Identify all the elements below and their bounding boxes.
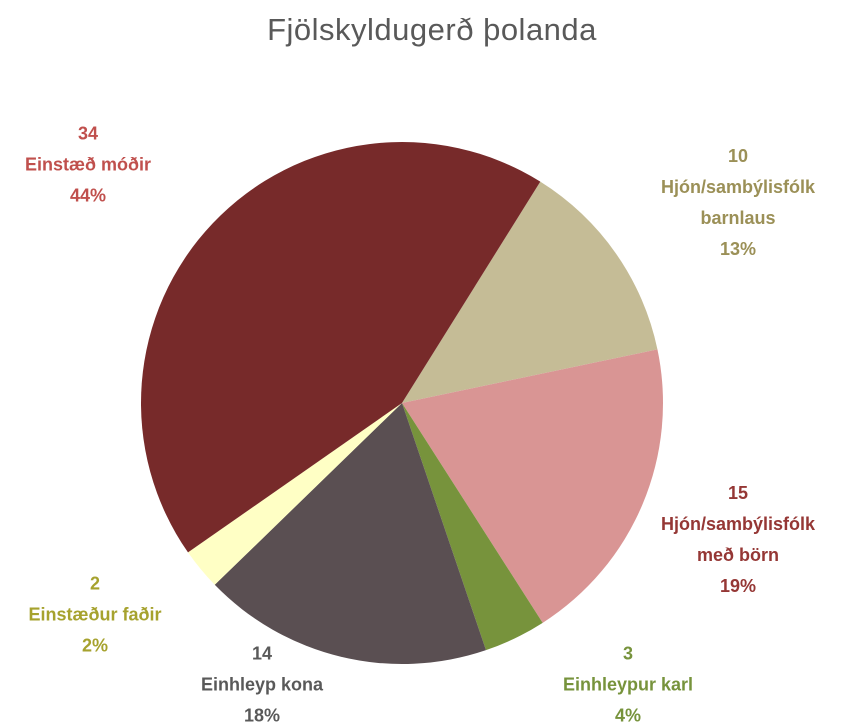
- data-label: 15 Hjón/sambýlisfólk með börn 19%: [653, 478, 823, 602]
- category-label: Einstæður faðir: [28, 604, 162, 625]
- value-label: 34: [77, 123, 99, 144]
- value-label: 3: [622, 643, 633, 664]
- percent-label: 44%: [69, 185, 107, 206]
- pie-slice: [141, 142, 541, 553]
- category-label: Einhleypur karl: [562, 674, 694, 695]
- pie-slice: [214, 403, 486, 664]
- data-label: 34 Einstæð móðir 44%: [0, 119, 188, 212]
- value-label: 14: [251, 643, 273, 664]
- category-label: Einstæð móðir: [24, 154, 151, 175]
- data-label: 14 Einhleyp kona 18%: [162, 639, 362, 726]
- category-label: Einhleyp kona: [200, 674, 324, 695]
- percent-label: 13%: [719, 239, 757, 259]
- data-label: 10 Hjón/sambýlisfólk barnlaus 13%: [653, 141, 823, 265]
- percent-label: 19%: [719, 576, 757, 596]
- chart-title: Fjölskyldugerð þolanda: [267, 12, 597, 47]
- pie-slice: [188, 403, 402, 585]
- pie-slice: [402, 403, 543, 651]
- value-label: 2: [89, 573, 100, 594]
- data-label: 2 Einstæður faðir 2%: [0, 569, 195, 662]
- percent-label: 4%: [614, 705, 641, 726]
- value-label: 15: [727, 483, 749, 503]
- category-label: Hjón/sambýlisfólk barnlaus: [660, 177, 816, 228]
- category-label: Hjón/sambýlisfólk með börn: [660, 514, 816, 565]
- value-label: 10: [727, 146, 749, 166]
- percent-label: 18%: [243, 705, 281, 726]
- pie-slice: [402, 181, 658, 403]
- data-label: 3 Einhleypur karl 4%: [528, 639, 728, 726]
- pie-slice: [402, 349, 663, 623]
- percent-label: 2%: [81, 635, 108, 656]
